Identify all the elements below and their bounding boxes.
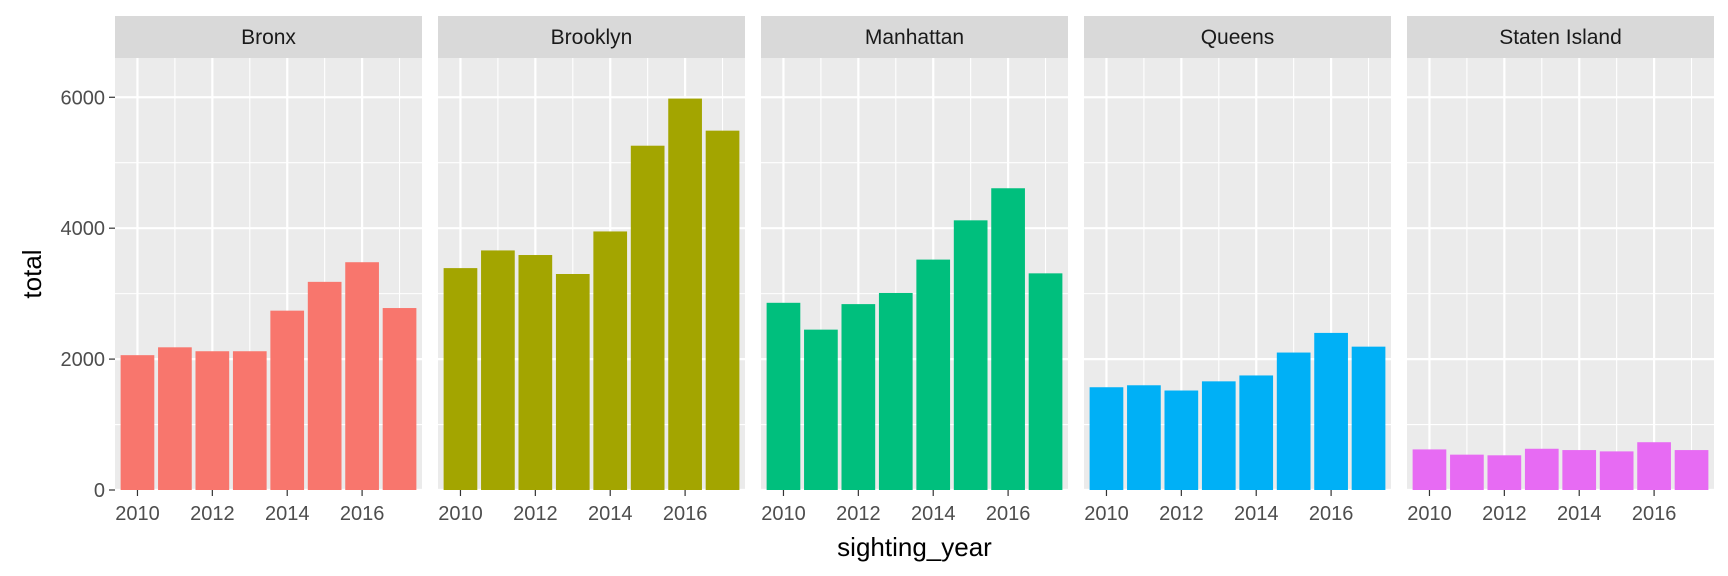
bar-staten-island-2016	[1637, 442, 1671, 490]
bar-manhattan-2016	[991, 188, 1025, 490]
x-tick-label: 2016	[340, 503, 385, 525]
panel-manhattan	[761, 58, 1068, 492]
y-axis: 0 2000 4000 6000	[61, 87, 115, 502]
bar-queens-2014	[1239, 375, 1274, 490]
bar-queens-2016	[1314, 332, 1348, 490]
x-tick-label: 2012	[513, 503, 558, 525]
x-tick-label: 2016	[986, 503, 1031, 525]
bar-queens-2010	[1089, 387, 1124, 490]
bar-queens-2017	[1351, 346, 1386, 490]
y-tick-label: 0	[94, 480, 105, 502]
panel-background	[1407, 58, 1714, 490]
x-tick-label: 2012	[836, 503, 881, 525]
y-axis-title: total	[17, 249, 47, 298]
x-tick-label: 2010	[761, 503, 806, 525]
facet-strip-bronx	[115, 16, 422, 58]
bar-manhattan-2013	[878, 292, 913, 490]
facet-label-queens: Queens	[1201, 26, 1275, 49]
bar-brooklyn-2017	[705, 130, 740, 490]
facet-strip-manhattan	[761, 16, 1068, 58]
facet-strips: Bronx Brooklyn Manhattan Queens Staten Islan…	[115, 16, 1714, 58]
x-tick-label: 2016	[1309, 503, 1354, 525]
bar-staten-island-2014	[1562, 450, 1597, 490]
bar-bronx-2016	[345, 262, 379, 490]
bar-brooklyn-2016	[668, 98, 702, 490]
x-tick-label: 2014	[1557, 503, 1602, 525]
x-tick-label: 2014	[588, 503, 633, 525]
bar-queens-2013	[1201, 381, 1236, 490]
bar-manhattan-2012	[841, 304, 876, 490]
bar-brooklyn-2012	[518, 255, 553, 490]
facet-strip-staten-island	[1407, 16, 1714, 58]
x-tick-label: 2010	[1084, 503, 1129, 525]
bar-bronx-2017	[382, 308, 417, 490]
bar-bronx-2013	[232, 351, 267, 490]
bar-manhattan-2017	[1028, 273, 1063, 490]
bar-brooklyn-2011	[481, 250, 515, 490]
bar-brooklyn-2014	[593, 231, 628, 491]
bar-queens-2011	[1127, 385, 1161, 490]
bar-staten-island-2012	[1487, 455, 1522, 490]
x-tick-label: 2012	[1482, 503, 1527, 525]
bar-bronx-2011	[158, 347, 192, 490]
x-tick-label: 2016	[663, 503, 708, 525]
panel-staten-island	[1407, 58, 1714, 492]
bar-staten-island-2013	[1524, 448, 1559, 490]
bar-staten-island-2011	[1450, 454, 1484, 490]
bar-manhattan-2014	[916, 259, 951, 490]
y-tick-label: 2000	[61, 349, 106, 371]
facet-label-brooklyn: Brooklyn	[551, 26, 633, 49]
bar-bronx-2015	[307, 281, 342, 490]
bar-brooklyn-2013	[555, 274, 590, 490]
x-tick-label: 2014	[1234, 503, 1279, 525]
bar-bronx-2014	[270, 310, 305, 490]
bar-bronx-2012	[195, 351, 230, 490]
x-axes: 2010 2012 2014 2016 2010 2012 2014 2016 2010 2012…	[115, 490, 1676, 525]
panel-bronx	[115, 58, 422, 492]
x-tick-label: 2014	[265, 503, 310, 525]
x-tick-label: 2010	[115, 503, 160, 525]
bar-bronx-2010	[120, 355, 155, 490]
x-tick-label: 2012	[1159, 503, 1204, 525]
bar-staten-island-2017	[1674, 450, 1709, 490]
bar-queens-2012	[1164, 390, 1199, 490]
x-axis-title: sighting_year	[837, 532, 992, 562]
bar-manhattan-2011	[804, 329, 838, 490]
bar-manhattan-2015	[953, 220, 988, 490]
panel-queens	[1084, 58, 1391, 492]
bar-brooklyn-2015	[630, 145, 665, 490]
bar-queens-2015	[1276, 352, 1311, 490]
y-tick-label: 6000	[61, 87, 106, 109]
facet-label-manhattan: Manhattan	[865, 26, 964, 49]
facet-label-bronx: Bronx	[241, 26, 296, 49]
bar-manhattan-2010	[766, 302, 801, 490]
bar-staten-island-2015	[1599, 451, 1634, 490]
x-tick-label: 2012	[190, 503, 235, 525]
facet-panels	[115, 58, 1714, 492]
facet-strip-brooklyn	[438, 16, 745, 58]
bar-brooklyn-2010	[443, 268, 478, 490]
panel-brooklyn	[438, 58, 745, 492]
bar-staten-island-2010	[1412, 449, 1447, 490]
x-tick-label: 2016	[1632, 503, 1677, 525]
x-tick-label: 2014	[911, 503, 956, 525]
y-tick-label: 4000	[61, 218, 106, 240]
facet-label-staten-island: Staten Island	[1499, 26, 1622, 49]
facet-strip-queens	[1084, 16, 1391, 58]
x-tick-label: 2010	[1407, 503, 1452, 525]
x-tick-label: 2010	[438, 503, 483, 525]
